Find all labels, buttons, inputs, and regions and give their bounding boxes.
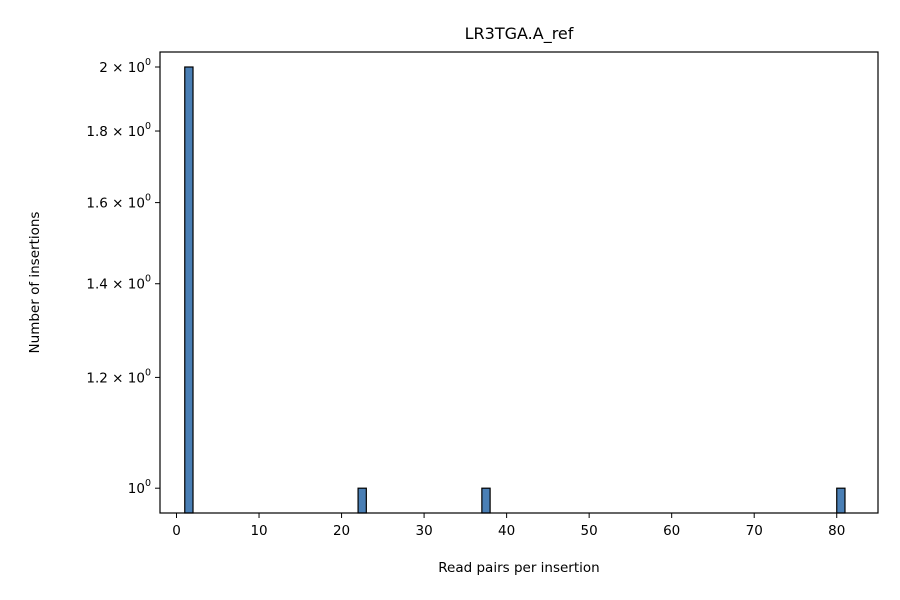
y-tick-label-base: 10 [128,277,145,293]
y-tick-label-exponent: 0 [145,274,151,285]
x-tick-label: 60 [663,523,680,539]
x-tick-label: 20 [333,523,350,539]
histogram-bar [836,487,846,514]
y-tick-label-exponent: 0 [145,367,151,378]
y-tick-label-base: 10 [128,481,145,497]
y-tick-label: 2 × 100 [99,57,151,76]
x-tick-label: 50 [581,523,598,539]
x-axis-label: Read pairs per insertion [438,560,599,576]
bars-group [184,66,846,514]
y-tick-label-base: 10 [128,60,145,76]
y-tick-label-prefix: 1.6 × [86,196,127,212]
x-tick-label: 40 [498,523,515,539]
y-tick-label-prefix: 2 × [99,60,127,76]
y-tick-label-base: 10 [128,196,145,212]
x-axis-ticks: 0 10 20 30 40 50 60 70 80 [172,513,845,539]
y-tick-label-exponent: 0 [145,478,151,489]
chart-title: LR3TGA.A_ref [465,24,574,44]
x-tick-label: 30 [415,523,432,539]
y-tick-label: 1.8 × 100 [86,121,151,140]
y-tick-label-prefix: 1.8 × [86,124,127,140]
y-tick-label-prefix: 1.4 × [86,277,127,293]
y-axis-label: Number of insertions [27,212,43,354]
y-tick-label: 100 [128,478,151,497]
histogram-bar [184,66,194,514]
y-tick-label-exponent: 0 [145,57,151,68]
y-tick-label: 1.4 × 100 [86,274,151,293]
x-tick-label: 70 [746,523,763,539]
y-tick-label-base: 10 [128,124,145,140]
x-tick-label: 0 [172,523,181,539]
y-tick-label-base: 10 [128,370,145,386]
histogram-bar [357,487,367,514]
y-tick-label: 1.6 × 100 [86,193,151,212]
histogram-bar [481,487,491,514]
plot-frame [159,51,879,514]
y-tick-label: 1.2 × 100 [86,367,151,386]
y-tick-label-prefix: 1.2 × [86,370,127,386]
x-tick-label: 80 [828,523,845,539]
y-tick-label-exponent: 0 [145,121,151,132]
y-tick-label-exponent: 0 [145,193,151,204]
x-tick-label: 10 [250,523,267,539]
